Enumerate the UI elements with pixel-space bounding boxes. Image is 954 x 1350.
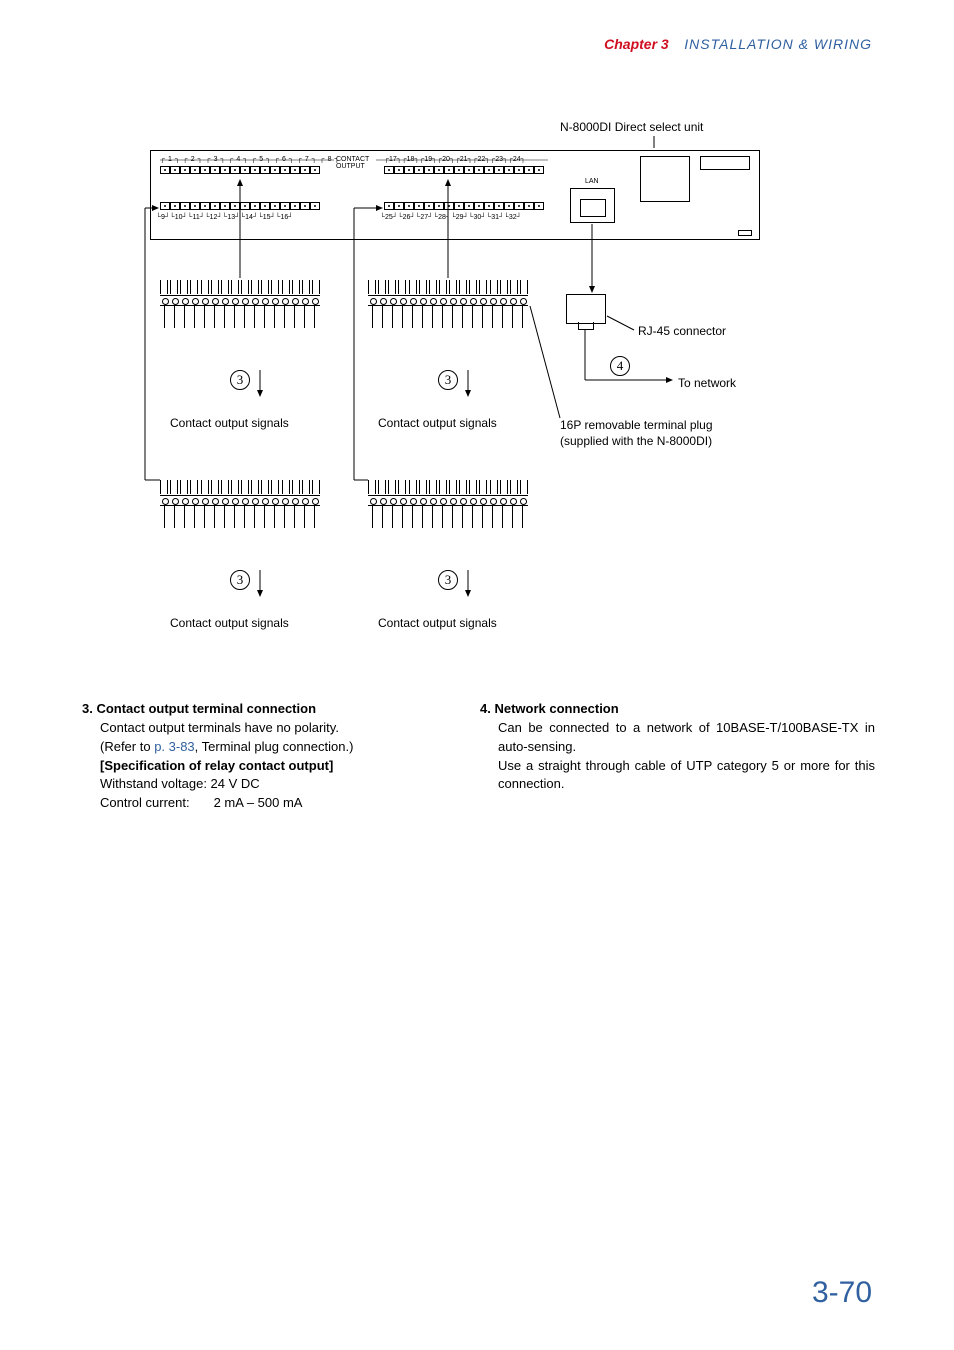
section-4-line2: Use a straight through cable of UTP cate… xyxy=(498,757,875,795)
terminal-plug-3 xyxy=(160,480,320,532)
section-4-line1: Can be connected to a network of 10BASE-… xyxy=(498,719,875,757)
section-3-line1: Contact output terminals have no polarit… xyxy=(100,719,462,738)
slot-2 xyxy=(700,156,750,170)
section-3: 3. Contact output terminal connection Co… xyxy=(82,700,462,813)
section-4-heading: 4. Network connection xyxy=(480,700,875,719)
wiring-diagram: N-8000DI Direct select unit ┌1┐┌2┐┌3┐┌4┐… xyxy=(130,120,830,680)
terminal-plug-1 xyxy=(160,280,320,332)
lan-port xyxy=(570,188,615,223)
terminal-row-2 xyxy=(160,202,320,210)
contact-output-label: CONTACTOUTPUT xyxy=(336,156,369,170)
pin-labels-bot-left: └9┘└10┘└11┘└12┘└13┘└14┘└15┘└16┘ xyxy=(156,214,293,221)
page-header: Chapter 3 INSTALLATION & WIRING xyxy=(604,36,872,52)
circled-3a: 3 xyxy=(230,370,250,390)
section-3-spec-heading: [Specification of relay contact output] xyxy=(100,757,462,776)
section-3-heading: 3. Contact output terminal connection xyxy=(82,700,462,719)
pin-labels-bot-right: └25┘└26┘└27┘└28┘└29┘└30┘└31┘└32┘ xyxy=(380,214,522,221)
terminal-row-1 xyxy=(160,166,320,174)
rj45-clip xyxy=(578,322,594,330)
circled-3d: 3 xyxy=(438,570,458,590)
page-number: 3-70 xyxy=(812,1276,872,1310)
rj45-connector xyxy=(566,294,606,324)
pin-labels-top-left: ┌1┐┌2┐┌3┐┌4┐┌5┐┌6┐┌7┐┌8┐ xyxy=(160,156,343,163)
terminal-row-3 xyxy=(384,166,544,174)
signal-label-2: Contact output signals xyxy=(378,416,497,430)
plug-note-1: 16P removable terminal plug xyxy=(560,418,713,432)
chapter-title: INSTALLATION & WIRING xyxy=(684,36,872,52)
circled-3c: 3 xyxy=(230,570,250,590)
slot-1 xyxy=(640,156,690,202)
signal-label-3: Contact output signals xyxy=(170,616,289,630)
lan-label: LAN xyxy=(585,178,599,185)
signal-label-4: Contact output signals xyxy=(378,616,497,630)
unit-label: N-8000DI Direct select unit xyxy=(560,120,703,134)
signal-label-1: Contact output signals xyxy=(170,416,289,430)
circled-3b: 3 xyxy=(438,370,458,390)
terminal-row-4 xyxy=(384,202,544,210)
section-3-control: Control current:2 mA – 500 mA xyxy=(100,794,462,813)
terminal-plug-2 xyxy=(368,280,528,332)
pin-labels-top-right: ┌17┐┌18┐┌19┐┌20┐┌21┐┌22┐┌23┐┌24┐ xyxy=(384,156,526,163)
chapter-label: Chapter 3 xyxy=(604,36,669,52)
plug-note-2: (supplied with the N-8000DI) xyxy=(560,434,712,448)
page-link[interactable]: p. 3-83 xyxy=(154,739,194,754)
slot-3 xyxy=(738,230,752,236)
circled-4: 4 xyxy=(610,356,630,376)
rj45-label: RJ-45 connector xyxy=(638,324,726,338)
terminal-plug-4 xyxy=(368,480,528,532)
section-3-withstand: Withstand voltage: 24 V DC xyxy=(100,775,462,794)
section-4: 4. Network connection Can be connected t… xyxy=(480,700,875,794)
section-3-refer: (Refer to p. 3-83, Terminal plug connect… xyxy=(100,738,462,757)
network-label: To network xyxy=(678,376,736,390)
